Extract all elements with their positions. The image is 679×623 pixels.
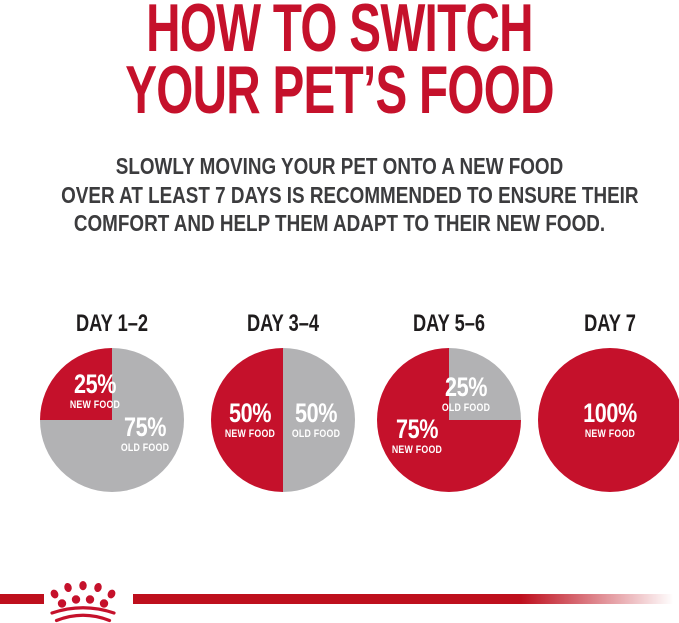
day-3-4-label: DAY 3–4 [246,310,320,337]
intro-text-line-3: COMFORT AND HELP THEM ADAPT TO THEIR NEW… [73,210,606,236]
day-7-pie-chart: 100% NEW FOOD [538,348,679,492]
day-7-label: DAY 7 [584,310,636,337]
intro-text-line-2: OVER AT LEAST 7 DAYS IS RECOMMENDED TO E… [61,181,639,208]
day-5-6-old-food-slice-label: 25% OLD FOOD [442,372,491,415]
royal-canin-crown-icon [50,581,116,623]
intro-text: SLOWLY MOVING YOUR PET ONTO A NEW FOOD O… [0,152,679,238]
intro-text-line-1: SLOWLY MOVING YOUR PET ONTO A NEW FOOD [115,153,564,179]
day-5-6-label: DAY 5–6 [412,310,486,337]
day-7-new-food-slice-label: 100% NEW FOOD [583,398,637,440]
day-1-2-old-food-slice-label: 75% OLD FOOD [120,412,170,455]
day-5-6-pie-chart: 75% NEW FOOD 25% OLD FOOD [377,348,521,492]
day-5-6-new-food-slice-label: 75% NEW FOOD [392,413,443,456]
page-title-line-2: YOUR PET’S FOOD [125,52,554,128]
footer-bar-left-segment [0,594,44,604]
day-3-4-pie-chart: 50% NEW FOOD 50% OLD FOOD [211,348,355,492]
day-3-4-new-food-slice-label: 50% NEW FOOD [224,398,276,440]
day-1-2-label: DAY 1–2 [75,310,149,337]
day-1-2-new-food-slice-label: 25% NEW FOOD [69,369,120,412]
day-1-2-pie-chart: 25% NEW FOOD 75% OLD FOOD [40,348,184,492]
page-title-line-1: HOW TO SWITCH [146,0,533,66]
footer-bar-right-segment [133,594,679,604]
page-title: HOW TO SWITCH YOUR PET’S FOOD [0,0,679,128]
day-3-4-old-food-slice-label: 50% OLD FOOD [291,398,341,440]
